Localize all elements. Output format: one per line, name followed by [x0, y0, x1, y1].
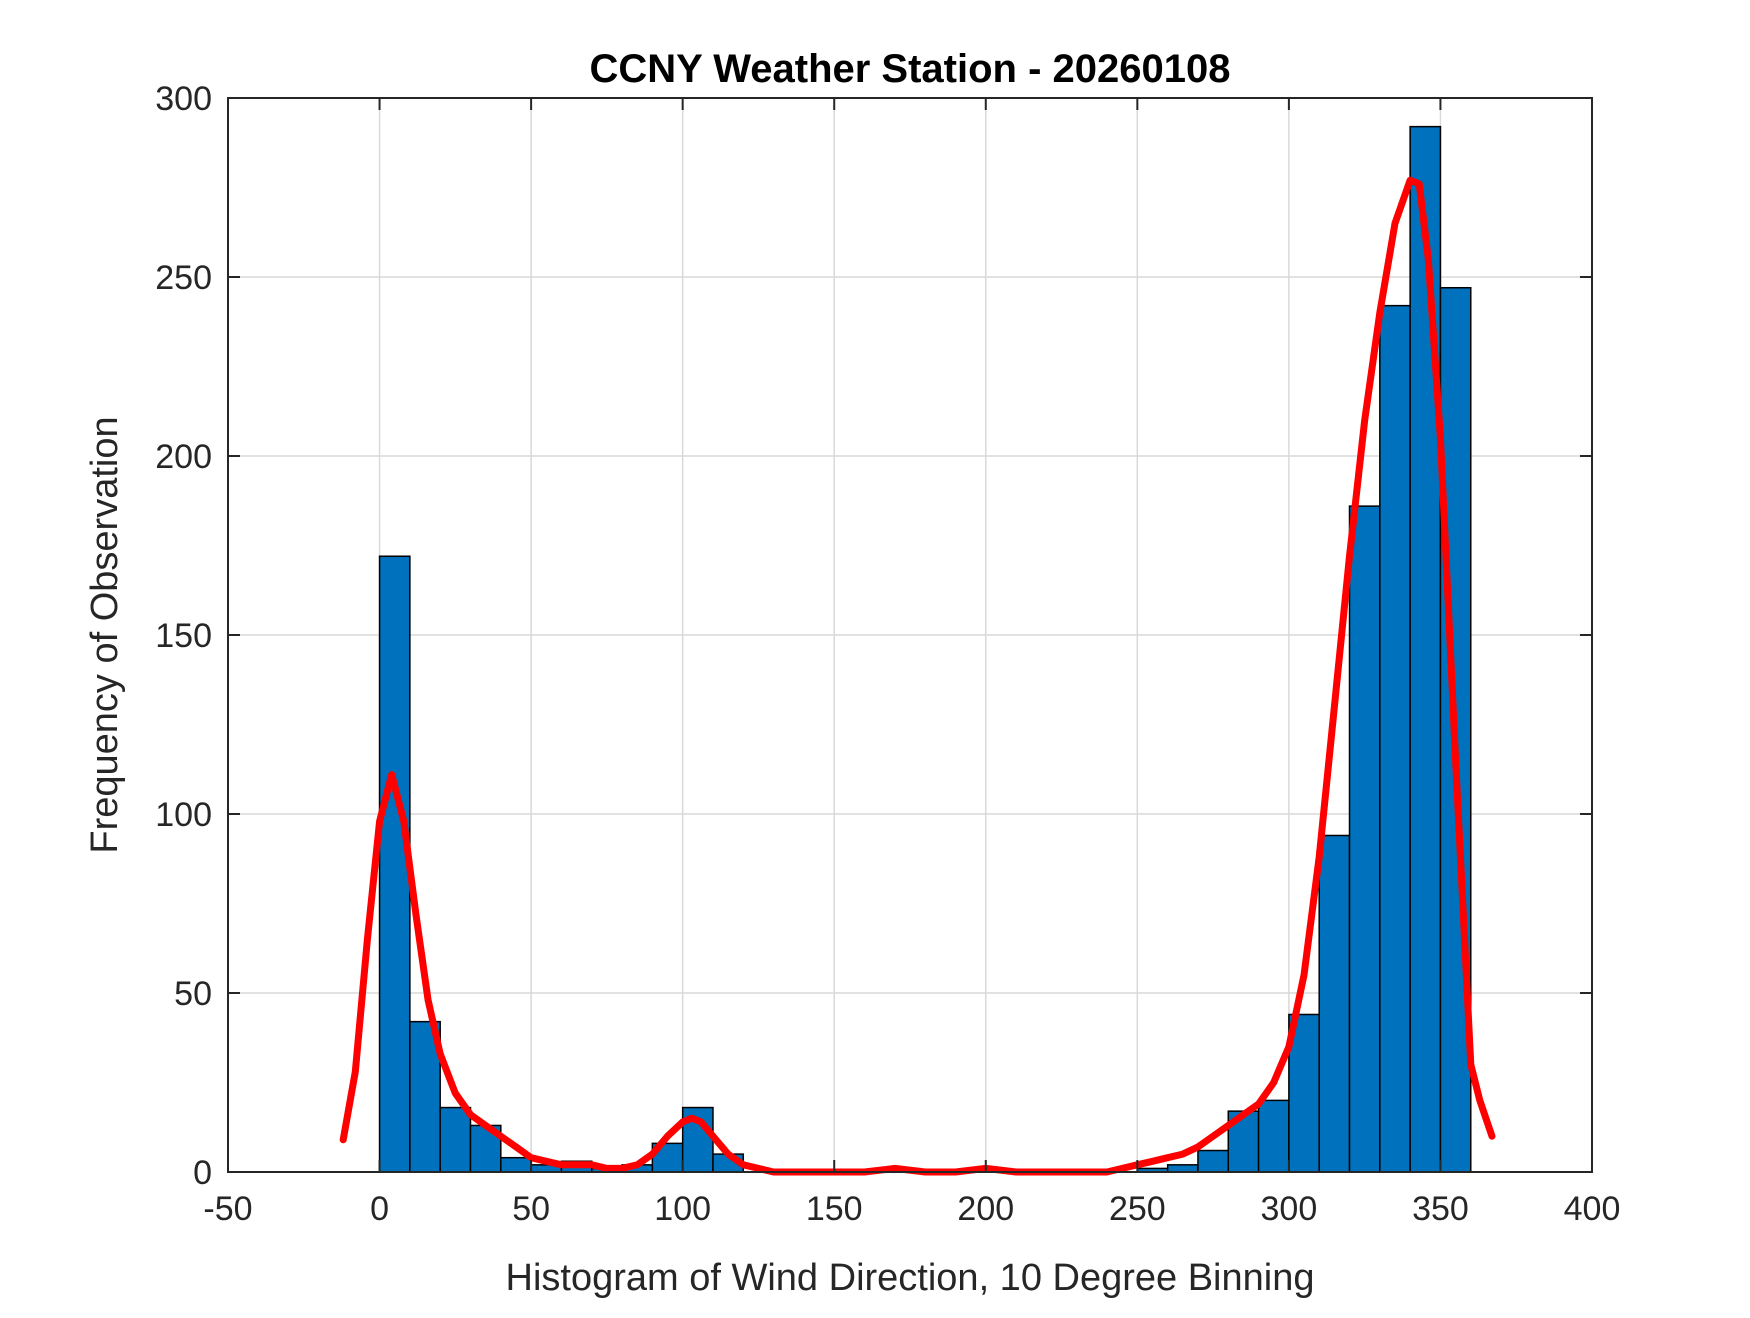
y-tick-label: 50 — [174, 975, 212, 1013]
x-tick-label: 0 — [370, 1190, 389, 1228]
histogram-bar — [1197, 1149, 1230, 1173]
histogram-bar — [1379, 304, 1411, 1173]
y-tick-label: 300 — [155, 80, 212, 118]
chart-title: CCNY Weather Station - 20260108 — [590, 47, 1231, 91]
histogram-bar — [1166, 1164, 1199, 1173]
y-tick-label: 200 — [155, 438, 212, 476]
x-tick-label: 300 — [1261, 1190, 1318, 1228]
x-tick-label: 350 — [1412, 1190, 1469, 1228]
x-tick-label: 100 — [654, 1190, 711, 1228]
histogram-bar — [1318, 834, 1351, 1173]
histogram-bars — [378, 125, 1472, 1173]
histogram-bar — [378, 555, 411, 1173]
y-tick-label: 100 — [155, 796, 212, 834]
histogram-bar — [1257, 1099, 1290, 1173]
x-axis-label: Histogram of Wind Direction, 10 Degree B… — [506, 1257, 1315, 1299]
y-axis-label: Frequency of Observation — [84, 416, 126, 853]
density-curve-line — [339, 176, 1496, 1176]
y-tick-label: 0 — [193, 1154, 212, 1192]
histogram-bar — [439, 1106, 472, 1173]
histogram-bar — [500, 1156, 532, 1173]
histogram-bar — [1409, 125, 1442, 1173]
x-tick-labels: -50 0 50 100 150 200 250 300 350 400 — [203, 1190, 1620, 1228]
y-tick-label: 150 — [155, 617, 212, 655]
x-tick-label: 150 — [806, 1190, 863, 1228]
histogram-bar — [1348, 505, 1381, 1173]
x-tick-label: 250 — [1109, 1190, 1166, 1228]
density-curve-layer — [339, 176, 1496, 1176]
x-tick-label: 200 — [957, 1190, 1014, 1228]
y-tick-labels: 0 50 100 150 200 250 300 — [155, 80, 212, 1192]
x-tick-label: -50 — [203, 1190, 252, 1228]
histogram-bar — [469, 1124, 502, 1173]
axis-ticks — [227, 97, 1593, 1173]
x-tick-label: 50 — [512, 1190, 550, 1228]
y-tick-label: 250 — [155, 259, 212, 297]
x-tick-label: 400 — [1564, 1190, 1621, 1228]
